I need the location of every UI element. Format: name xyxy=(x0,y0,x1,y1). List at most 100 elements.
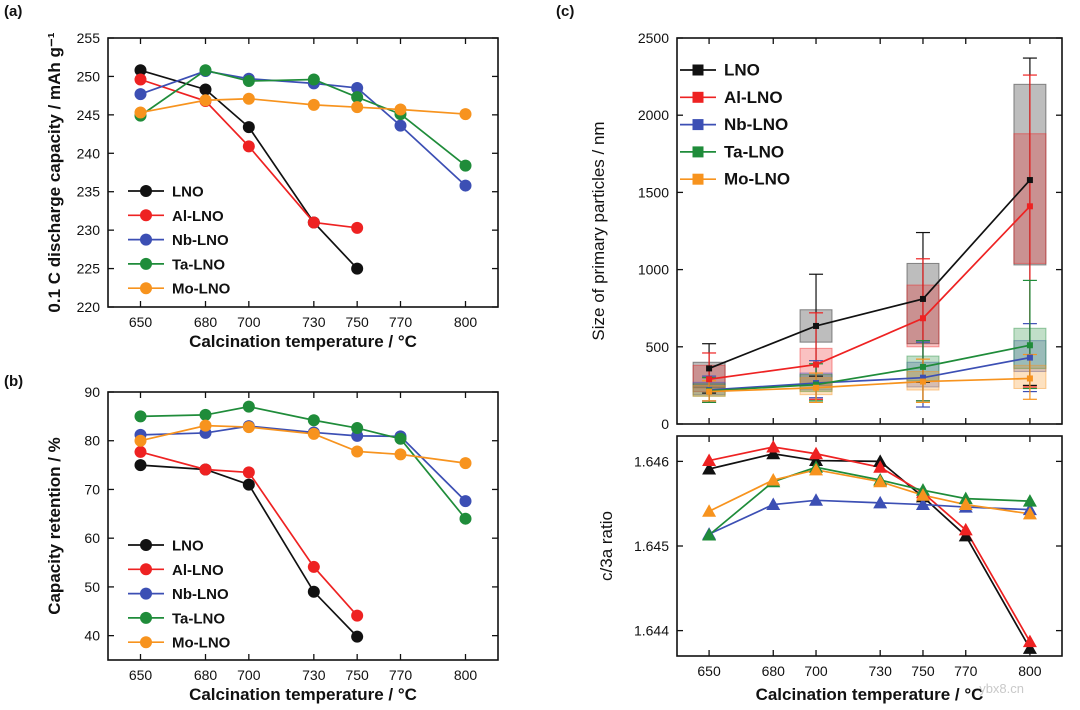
legend-marker xyxy=(140,282,152,295)
data-point xyxy=(394,432,407,445)
data-point xyxy=(307,98,320,111)
series-line xyxy=(140,425,467,502)
data-point xyxy=(351,445,364,458)
series-line xyxy=(709,377,1030,393)
legend-marker xyxy=(692,173,704,185)
series-line xyxy=(708,452,1031,649)
legend-label: LNO xyxy=(172,538,204,555)
y-tick-label: 2000 xyxy=(638,107,669,123)
series-line xyxy=(709,344,1031,392)
y-tick-label: 1000 xyxy=(638,262,669,278)
legend-label: Ta-LNO xyxy=(724,142,784,161)
data-point xyxy=(307,560,320,573)
data-point xyxy=(459,108,472,121)
legend-label: Ta-LNO xyxy=(172,256,225,273)
x-tick-label: 680 xyxy=(194,314,218,330)
data-point xyxy=(702,528,717,541)
y-tick-label: 0 xyxy=(661,416,669,432)
legend-marker xyxy=(692,119,704,131)
x-tick-label: 700 xyxy=(237,314,261,330)
data-point xyxy=(813,381,820,388)
data-point xyxy=(958,497,973,511)
data-point xyxy=(1022,641,1037,654)
legend-marker xyxy=(692,146,704,158)
x-tick-label: 700 xyxy=(804,663,828,679)
data-point xyxy=(1026,375,1033,382)
data-point xyxy=(809,462,824,476)
y-tick-label: 250 xyxy=(77,68,101,84)
y-tick-label: 1.646 xyxy=(634,453,669,469)
x-tick-label: 800 xyxy=(1018,663,1042,679)
panel-0: 650 680 700 730 750 770 800 220 225 230 235 240 245 2… xyxy=(4,3,499,351)
data-point xyxy=(919,315,926,322)
data-point xyxy=(242,421,255,434)
legend-marker xyxy=(692,64,704,76)
y-tick-label: 235 xyxy=(77,184,101,200)
legend-marker xyxy=(140,233,152,246)
x-tick-label: 650 xyxy=(129,667,153,683)
panel-label: (c) xyxy=(556,3,574,20)
data-point xyxy=(351,422,364,435)
panel-1: 650 680 700 730 750 770 800 40 50 60 70 80 90 Capacit… xyxy=(4,373,499,704)
legend-marker xyxy=(140,209,152,222)
legend-label: Mo-LNO xyxy=(724,170,790,189)
series-line xyxy=(708,179,1031,370)
data-point xyxy=(242,121,255,134)
data-point xyxy=(134,88,147,101)
data-point xyxy=(134,73,147,86)
legend-label: Mo-LNO xyxy=(172,281,231,298)
data-point xyxy=(459,179,472,192)
legend-label: Nb-LNO xyxy=(172,586,229,603)
data-point xyxy=(919,378,926,385)
data-point xyxy=(199,64,212,77)
data-point xyxy=(1026,354,1033,361)
data-point xyxy=(242,75,255,88)
x-axis-label: Calcination temperature / °C xyxy=(189,685,417,704)
data-point xyxy=(242,92,255,105)
data-point xyxy=(394,448,407,461)
y-axis-label: 0.1 C discharge capacity / mAh g⁻¹ xyxy=(45,32,64,312)
data-point xyxy=(809,453,824,467)
x-tick-label: 730 xyxy=(302,667,326,683)
series-line xyxy=(140,97,466,115)
data-point xyxy=(1022,494,1037,507)
y-tick-label: 60 xyxy=(84,530,100,546)
legend-marker xyxy=(140,539,152,551)
data-point xyxy=(873,460,888,473)
y-tick-label: 50 xyxy=(84,579,100,595)
data-point xyxy=(307,427,320,440)
x-tick-label: 650 xyxy=(697,663,721,679)
data-point xyxy=(919,363,926,370)
y-axis-label: c/3a ratio xyxy=(597,511,616,581)
legend-label: LNO xyxy=(724,61,760,80)
series-line xyxy=(708,468,1031,515)
x-axis-label: Calcination temperature / °C xyxy=(756,685,984,704)
data-point xyxy=(242,140,255,153)
y-tick-label: 230 xyxy=(77,222,101,238)
data-point xyxy=(134,434,147,447)
plot-frame xyxy=(107,37,499,308)
data-point xyxy=(1026,203,1033,210)
data-point xyxy=(351,81,364,94)
data-point xyxy=(702,453,717,467)
data-point xyxy=(459,495,472,508)
x-tick-label: 680 xyxy=(762,663,786,679)
data-point xyxy=(242,466,255,479)
data-point xyxy=(702,462,717,475)
y-tick-label: 1500 xyxy=(638,184,669,200)
data-point xyxy=(307,73,320,86)
data-point xyxy=(459,159,472,172)
y-tick-label: 2500 xyxy=(638,30,669,46)
x-tick-label: 730 xyxy=(302,314,326,330)
data-point xyxy=(351,221,364,234)
series-line xyxy=(709,356,1031,391)
x-tick-label: 750 xyxy=(345,667,369,683)
data-point xyxy=(702,504,717,517)
legend-label: Al-LNO xyxy=(724,88,783,107)
series-line xyxy=(708,466,1030,536)
legend-label: Al-LNO xyxy=(172,208,224,225)
data-point xyxy=(242,478,255,491)
data-point xyxy=(706,376,713,383)
y-tick-label: 500 xyxy=(646,339,670,355)
data-point xyxy=(813,384,820,391)
